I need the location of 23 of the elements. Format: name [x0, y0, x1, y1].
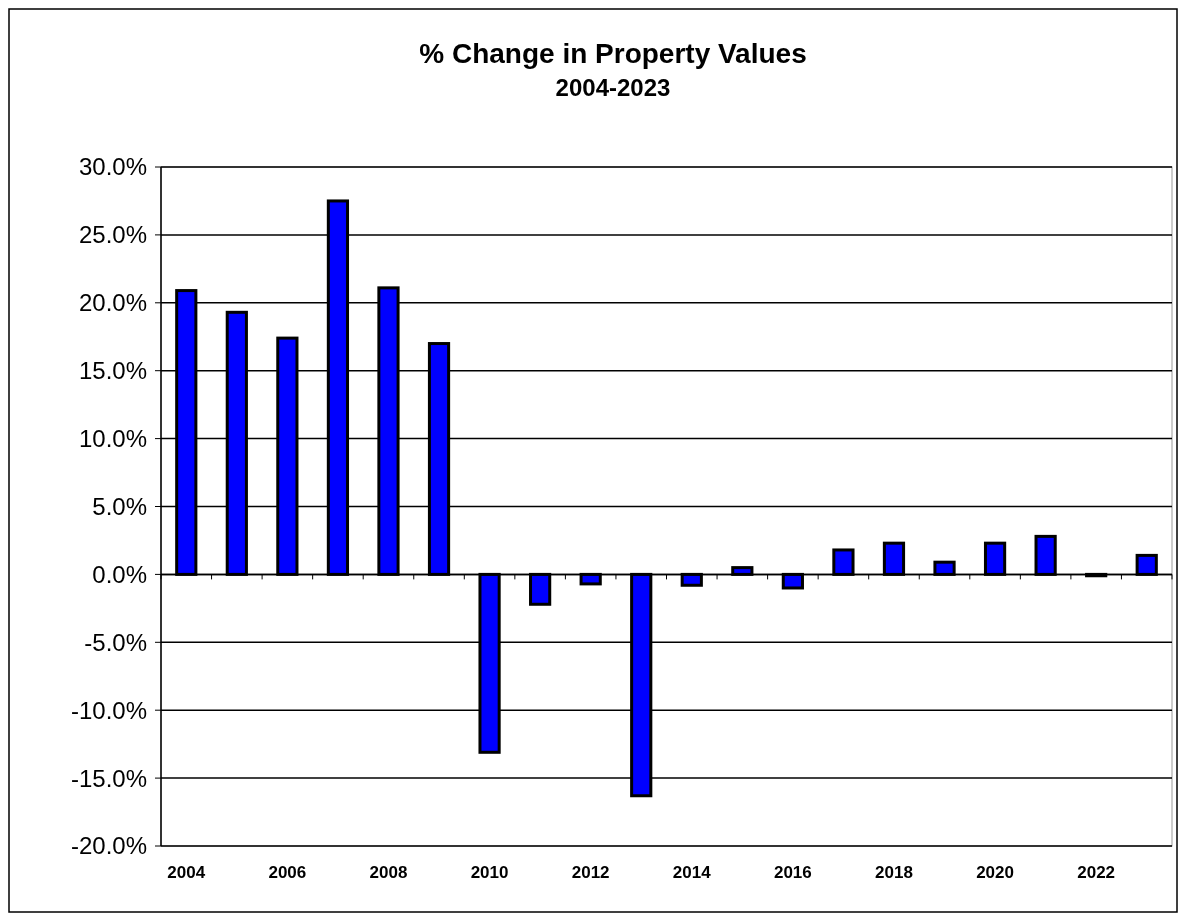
y-tick-label: 30.0% — [78, 153, 147, 181]
y-tick-label: -10.0% — [70, 696, 147, 724]
x-tick-label: 2004 — [167, 863, 206, 882]
x-tick-label: 2008 — [369, 863, 408, 882]
y-tick-label: -15.0% — [70, 764, 147, 792]
y-tick-label: 5.0% — [92, 492, 147, 520]
chart-title: % Change in Property Values — [419, 38, 807, 69]
x-tick-label: 2016 — [773, 863, 812, 882]
x-tick-label: 2012 — [571, 863, 610, 882]
y-tick-label: 25.0% — [78, 221, 147, 249]
y-tick-label: 0.0% — [92, 560, 147, 588]
x-tick-label: 2020 — [976, 863, 1014, 882]
x-tick-label: 2006 — [268, 863, 307, 882]
y-tick-label: 15.0% — [78, 357, 147, 385]
chart-subtitle: 2004-2023 — [555, 74, 671, 101]
x-tick-label: 2010 — [470, 863, 509, 882]
y-tick-label: -20.0% — [70, 832, 147, 860]
y-tick-label: -5.0% — [84, 628, 147, 656]
x-tick-label: 2018 — [875, 863, 913, 882]
y-tick-label: 10.0% — [78, 425, 147, 452]
y-tick-label: 20.0% — [78, 289, 147, 317]
x-tick-label: 2022 — [1077, 863, 1116, 882]
x-tick-label: 2014 — [672, 863, 712, 882]
